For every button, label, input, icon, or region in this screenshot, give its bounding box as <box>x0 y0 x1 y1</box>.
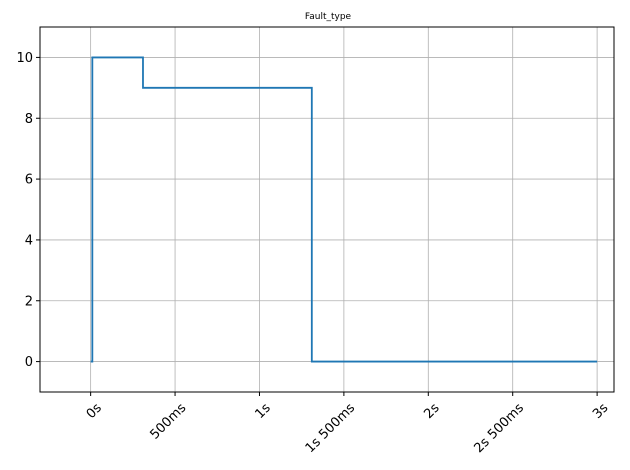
y-tick-label: 6 <box>25 173 33 188</box>
x-axis: 0s 500ms 1s 1s 500ms 2s 2s 500ms 3s <box>84 392 612 456</box>
y-tick-label: 2 <box>25 294 33 309</box>
x-tick-label: 2s 500ms <box>472 401 528 457</box>
y-tick-label: 8 <box>25 112 33 127</box>
y-tick-label: 0 <box>25 355 33 370</box>
x-tick-label: 1s 500ms <box>303 401 359 457</box>
series-layer <box>90 56 598 363</box>
y-tick-label: 10 <box>16 51 33 66</box>
x-tick-label: 0s <box>84 400 105 421</box>
x-tick-label: 3s <box>590 400 611 421</box>
y-axis: 0 2 4 6 8 10 <box>16 51 40 370</box>
series-line <box>90 56 598 363</box>
y-tick-label: 4 <box>25 233 33 248</box>
plot-frame <box>39 26 615 393</box>
x-tick-label: 500ms <box>147 400 189 442</box>
chart-title: Fault_type <box>305 12 352 22</box>
x-tick-label: 1s <box>252 400 273 421</box>
grid <box>40 27 614 392</box>
x-tick-label: 2s <box>421 400 442 421</box>
